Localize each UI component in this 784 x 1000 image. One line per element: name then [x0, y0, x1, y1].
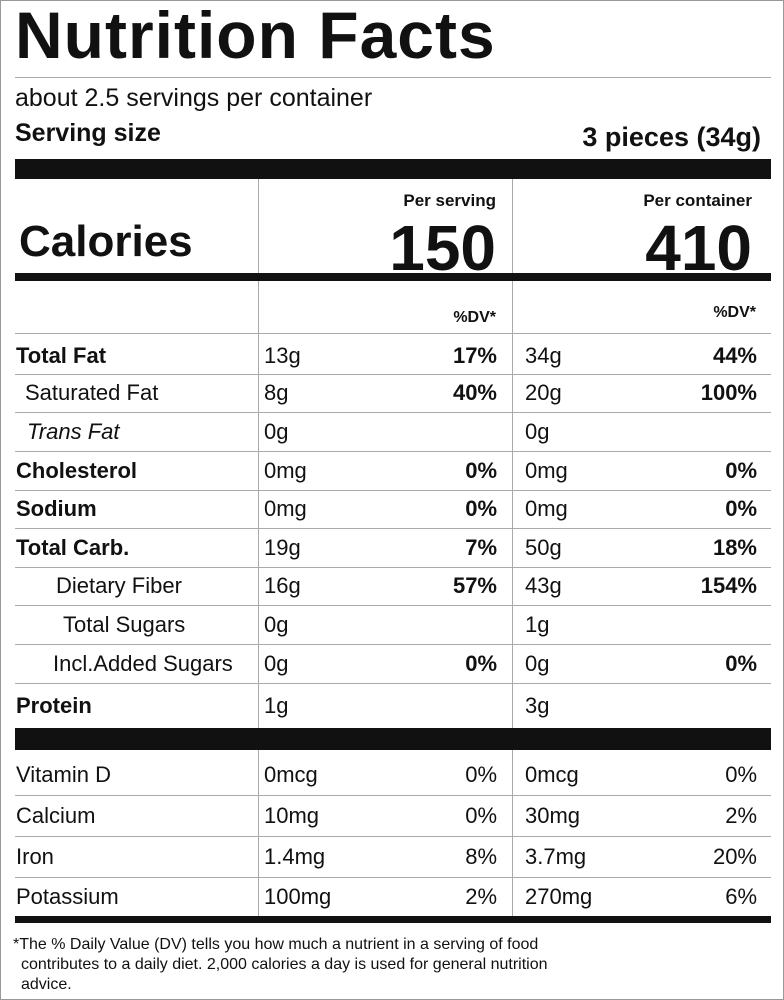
divider	[15, 333, 771, 334]
per-container-calories: 410	[645, 212, 752, 284]
nutrient-name: Saturated Fat	[25, 380, 159, 405]
nutrient-name: Cholesterol	[16, 457, 138, 483]
nutrient-name: Potassium	[16, 883, 119, 909]
serving-dv: 0%	[465, 761, 497, 787]
divider	[15, 567, 771, 568]
nutrient-name: Vitamin D	[16, 761, 111, 787]
nutrient-name: Iron	[16, 843, 54, 869]
thick-bar	[15, 916, 771, 923]
serving-dv: 57%	[452, 573, 497, 598]
divider	[15, 683, 771, 684]
container-dv: 154%	[700, 573, 757, 598]
divider	[15, 451, 771, 452]
container-amount: 20g	[525, 380, 562, 405]
nutrient-name: Sodium	[16, 496, 97, 521]
thick-bar	[15, 728, 771, 750]
container-dv: 44%	[712, 342, 757, 368]
serving-amount: 19g	[264, 534, 301, 560]
serving-dv: 0%	[465, 802, 497, 828]
divider	[15, 490, 771, 491]
serving-size-label: Serving size	[15, 119, 161, 147]
nutrient-name: Dietary Fiber	[56, 573, 182, 598]
container-dv: 0%	[725, 650, 757, 676]
dv-header: %DV*	[453, 309, 496, 326]
container-amount: 270mg	[525, 883, 593, 909]
serving-amount: 0g	[264, 418, 289, 444]
container-dv: 20%	[712, 843, 757, 869]
serving-amount: 13g	[264, 342, 301, 368]
nutrient-name: Total Carb.	[16, 534, 130, 560]
serving-amount: 1g	[264, 692, 289, 718]
container-dv: 0%	[725, 496, 757, 521]
serving-amount: 0g	[264, 650, 289, 676]
container-dv: 2%	[725, 802, 757, 828]
container-amount: 30mg	[525, 802, 581, 828]
per-serving-calories: 150	[389, 212, 496, 284]
divider	[15, 644, 771, 645]
divider	[15, 528, 771, 529]
divider	[15, 605, 771, 606]
serving-dv: 7%	[465, 534, 497, 560]
container-amount: 0g	[525, 418, 550, 444]
serving-dv: 17%	[452, 342, 497, 368]
per-serving-label: Per serving	[403, 191, 496, 210]
container-amount: 0mg	[525, 496, 568, 521]
serving-size: 3 pieces (34g)	[582, 122, 761, 152]
divider	[15, 77, 771, 78]
calories-label: Calories	[19, 217, 193, 266]
container-amount: 34g	[525, 342, 562, 368]
serving-dv: 0%	[465, 650, 497, 676]
nutrient-name: Calcium	[16, 802, 96, 828]
container-amount: 3g	[525, 692, 550, 718]
container-amount: 0mcg	[525, 761, 579, 787]
container-dv: 0%	[725, 761, 757, 787]
nutrient-name: Total Fat	[16, 342, 107, 368]
serving-amount: 10mg	[264, 802, 320, 828]
serving-dv: 2%	[465, 883, 497, 909]
divider	[15, 412, 771, 413]
container-dv: 18%	[712, 534, 757, 560]
per-container-label: Per container	[643, 191, 752, 210]
thick-bar	[15, 273, 771, 281]
serving-amount: 0mg	[264, 457, 307, 483]
serving-dv: 0%	[465, 496, 497, 521]
column-line	[512, 179, 513, 916]
serving-amount: 0mcg	[264, 761, 318, 787]
divider	[15, 877, 771, 878]
column-line	[258, 179, 259, 916]
container-amount: 1g	[525, 611, 550, 637]
divider	[15, 374, 771, 375]
thick-bar	[15, 159, 771, 179]
container-dv: 0%	[725, 457, 757, 483]
footnote: *The % Daily Value (DV) tells you how mu…	[13, 936, 548, 993]
container-amount: 43g	[525, 573, 562, 598]
container-amount: 3.7mg	[525, 843, 587, 869]
dv-header: %DV*	[713, 304, 756, 321]
serving-amount: 100mg	[264, 883, 332, 909]
servings: about 2.5 servings per container	[15, 84, 373, 112]
divider	[15, 836, 771, 837]
nutrient-name: Total Sugars	[63, 611, 186, 637]
container-amount: 0mg	[525, 457, 568, 483]
serving-amount: 0g	[264, 611, 289, 637]
serving-amount: 8g	[264, 380, 289, 405]
serving-amount: 16g	[264, 573, 301, 598]
nutrient-name: Protein	[16, 692, 92, 718]
divider	[15, 795, 771, 796]
serving-dv: 40%	[452, 380, 497, 405]
serving-amount: 1.4mg	[264, 843, 326, 869]
container-amount: 0g	[525, 650, 550, 676]
container-dv: 6%	[725, 883, 757, 909]
nutrient-name: Incl.Added Sugars	[53, 650, 233, 676]
container-dv: 100%	[700, 380, 757, 405]
serving-amount: 0mg	[264, 496, 307, 521]
container-amount: 50g	[525, 534, 562, 560]
serving-dv: 8%	[465, 843, 497, 869]
nutrient-name: Trans Fat	[27, 418, 120, 444]
title: Nutrition Facts	[15, 0, 496, 72]
serving-dv: 0%	[465, 457, 497, 483]
